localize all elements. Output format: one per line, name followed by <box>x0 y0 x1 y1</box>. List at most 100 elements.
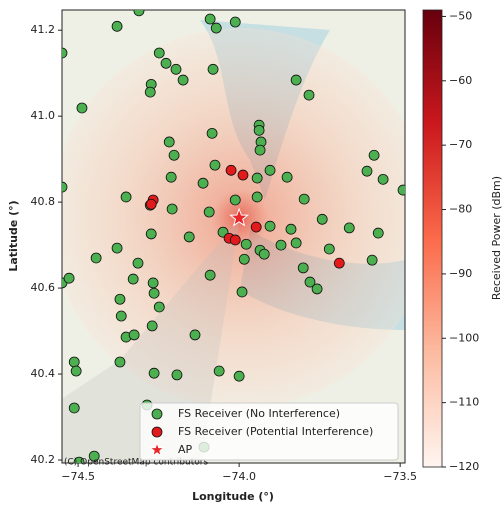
receiver <box>115 294 125 304</box>
legend-label: FS Receiver (Potential Interference) <box>178 425 373 438</box>
colorbar-tick-label: −90 <box>449 267 472 280</box>
receiver <box>57 48 67 58</box>
receiver <box>312 284 322 294</box>
y-tick-label: 40.4 <box>31 367 56 380</box>
chart: (C) OpenStreetMap contributors Longitude… <box>0 0 503 506</box>
y-tick-label: 41.2 <box>31 23 56 36</box>
receiver <box>146 199 156 209</box>
receiver <box>259 249 269 259</box>
receiver <box>154 48 164 58</box>
receiver <box>324 244 334 254</box>
y-tick-label: 40.8 <box>31 195 56 208</box>
receiver <box>241 239 251 249</box>
receiver <box>154 302 164 312</box>
receiver <box>152 427 162 437</box>
receiver <box>282 172 292 182</box>
x-tick-label: −73.5 <box>383 470 417 483</box>
receiver <box>116 311 126 321</box>
receiver <box>304 90 314 100</box>
receiver <box>226 165 236 175</box>
y-tick-label: 40.2 <box>31 453 56 466</box>
receiver <box>171 64 181 74</box>
receiver <box>69 403 79 413</box>
receiver <box>57 182 67 192</box>
receiver <box>255 145 265 155</box>
receiver <box>205 14 215 24</box>
colorbar-tick-label: −70 <box>449 138 472 151</box>
receiver <box>291 238 301 248</box>
receiver <box>286 224 296 234</box>
y-tick-label: 41.0 <box>31 109 56 122</box>
receiver <box>252 173 262 183</box>
receiver <box>148 278 158 288</box>
receiver <box>373 228 383 238</box>
colorbar-tick-label: −50 <box>449 9 472 22</box>
receiver <box>112 243 122 253</box>
receiver <box>208 64 218 74</box>
receiver <box>378 174 388 184</box>
receiver <box>298 263 308 273</box>
receiver <box>254 125 264 135</box>
receiver <box>265 165 275 175</box>
receiver <box>299 194 309 204</box>
receiver <box>210 160 220 170</box>
receiver <box>367 255 377 265</box>
receiver <box>161 58 171 68</box>
receiver <box>112 21 122 31</box>
receiver <box>237 287 247 297</box>
receiver <box>276 240 286 250</box>
colorbar-tick-label: −120 <box>449 460 479 473</box>
receiver <box>178 75 188 85</box>
receiver <box>172 370 182 380</box>
receiver <box>214 366 224 376</box>
receiver <box>77 103 87 113</box>
receiver <box>164 137 174 147</box>
receiver <box>149 368 159 378</box>
receiver <box>230 195 240 205</box>
receiver <box>190 330 200 340</box>
y-axis-title: Latitude (°) <box>7 200 20 271</box>
x-tick-label: −74.5 <box>61 470 95 483</box>
receiver <box>169 150 179 160</box>
x-axis-title: Longitude (°) <box>192 490 274 503</box>
receiver <box>239 254 249 264</box>
colorbar-tick-label: −80 <box>449 203 472 216</box>
legend-label: AP <box>178 443 193 456</box>
receiver <box>398 185 408 195</box>
receiver <box>265 221 275 231</box>
receiver <box>198 178 208 188</box>
receiver <box>167 204 177 214</box>
receiver <box>238 170 248 180</box>
receiver <box>64 273 74 283</box>
receiver <box>166 172 176 182</box>
receiver <box>205 270 215 280</box>
receiver <box>251 222 261 232</box>
legend-label: FS Receiver (No Interference) <box>178 407 340 420</box>
receiver <box>184 232 194 242</box>
receiver <box>134 6 144 16</box>
colorbar-tick-label: −100 <box>449 331 479 344</box>
colorbar-tick-label: −60 <box>449 74 472 87</box>
receiver <box>362 166 372 176</box>
receiver <box>204 207 214 217</box>
receiver <box>129 330 139 340</box>
receiver <box>91 253 101 263</box>
receiver <box>230 17 240 27</box>
receiver <box>69 357 79 367</box>
receiver <box>145 87 155 97</box>
colorbar-title: Received Power (dBm) <box>490 176 503 300</box>
receiver <box>234 371 244 381</box>
receiver <box>128 274 138 284</box>
receiver <box>149 288 159 298</box>
receiver <box>344 223 354 233</box>
y-tick-label: 40.6 <box>31 281 56 294</box>
receiver <box>317 214 327 224</box>
colorbar-tick-label: −110 <box>449 396 479 409</box>
x-tick-label: −74.0 <box>222 470 256 483</box>
page: {"chart_data":{"type":"scatter","xlabel"… <box>0 0 503 506</box>
legend: FS Receiver (No Interference) FS Receiver… <box>140 403 398 460</box>
receiver <box>121 192 131 202</box>
receiver <box>252 192 262 202</box>
colorbar <box>423 10 442 467</box>
receiver <box>334 258 344 268</box>
